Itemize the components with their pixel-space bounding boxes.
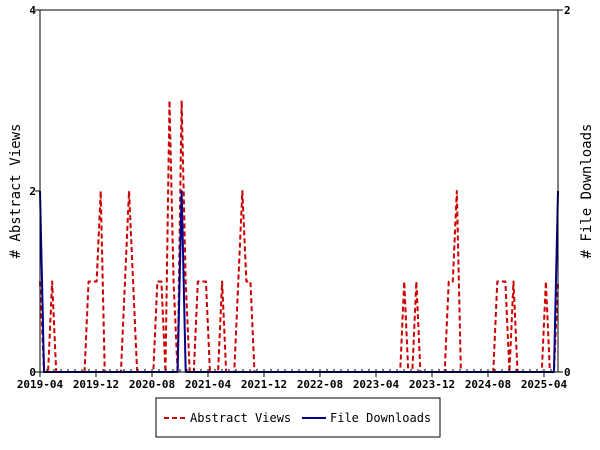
x-tick-label: 2022-08	[297, 378, 343, 391]
plot-area	[39, 99, 559, 373]
legend-box	[155, 397, 441, 438]
y-tick-label: 2	[29, 185, 36, 198]
y2-axis-label: # File Downloads	[579, 124, 595, 259]
x-tick-label: 2024-08	[465, 378, 511, 391]
x-tick-label: 2023-12	[409, 378, 455, 391]
series-line-abstract-views	[39, 99, 559, 373]
y-axis-label: # Abstract Views	[8, 124, 24, 259]
y-tick-label: 0	[29, 366, 36, 379]
axes: 2019-04 2019-12 2020-08 2021-04 2021-12 2022-…	[17, 4, 571, 391]
x-tick-label: 2019-04	[17, 378, 64, 391]
x-tick-label: 2021-04	[185, 378, 232, 391]
legend: Abstract Views File Downloads	[155, 397, 441, 438]
x-tick-label: 2020-08	[129, 378, 175, 391]
x-tick-label: 2023-04	[353, 378, 400, 391]
legend-label-file-downloads: File Downloads	[330, 411, 431, 425]
y-tick-label: 4	[29, 4, 36, 17]
y2-tick-label: 0	[564, 366, 571, 379]
series-line-file-downloads	[39, 190, 559, 373]
x-tick-label: 2019-12	[73, 378, 119, 391]
x-tick-label: 2021-12	[241, 378, 287, 391]
plot-frame	[39, 9, 559, 373]
x-tick-label: 2025-04	[521, 378, 568, 391]
legend-label-abstract-views: Abstract Views	[190, 411, 291, 425]
y2-tick-label: 2	[564, 4, 571, 17]
